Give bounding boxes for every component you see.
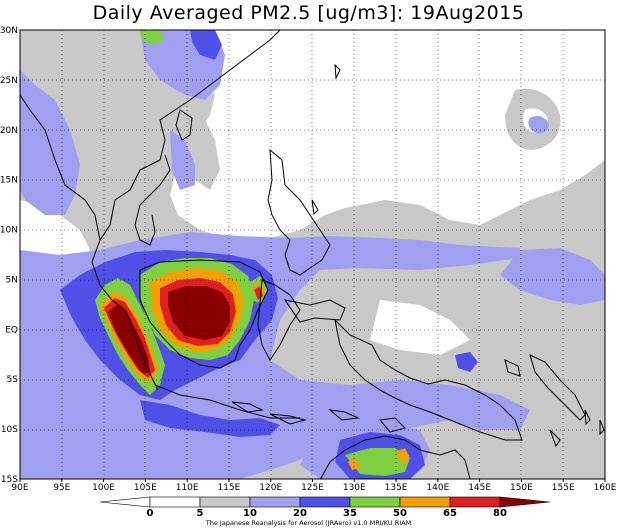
colorbar-level-label: 65 (443, 508, 457, 519)
colorbar-level-label: 10 (243, 508, 257, 519)
lat-tick-label: 25N (0, 76, 18, 86)
colorbar-swatch (349, 496, 401, 508)
lon-tick-label: 105E (134, 483, 157, 493)
lat-tick-label: 20N (0, 126, 18, 136)
lat-tick-label: EQ (5, 325, 18, 335)
lat-tick-label: 15N (0, 176, 18, 186)
lon-tick-label: 110E (176, 483, 199, 493)
colorbar-level-label: 80 (493, 508, 507, 519)
lat-tick-label: 5N (6, 275, 18, 285)
lat-tick-label: 5S (7, 375, 19, 385)
colorbar-swatch (149, 496, 201, 508)
data-credit: The Japanese Reanalysis for Aerosol (JRA… (205, 519, 412, 527)
latitude-axis: 30N 25N 20N 15N 10N 5N EQ 5S 10S 15S (0, 26, 18, 485)
colorbar-swatch (299, 496, 351, 508)
lon-tick-label: 155E (552, 483, 575, 493)
colorbar-swatch (249, 496, 301, 508)
lon-tick-label: 130E (343, 483, 366, 493)
colorbar: 0 5 10 20 35 50 65 80 (99, 496, 551, 519)
concentration-field (20, 30, 605, 479)
lon-tick-label: 150E (510, 483, 533, 493)
lat-tick-label: 30N (0, 26, 18, 36)
coastlines (20, 30, 605, 479)
colorbar-level-label: 20 (293, 508, 307, 519)
colorbar-swatch (449, 496, 501, 508)
colorbar-level-label: 5 (197, 508, 204, 519)
colorbar-level-label: 0 (147, 508, 154, 519)
lat-tick-label: 15S (1, 475, 18, 485)
lon-tick-label: 90E (11, 483, 28, 493)
lon-tick-label: 160E (594, 483, 617, 493)
colorbar-swatch (199, 496, 251, 508)
colorbar-level-label: 50 (393, 508, 407, 519)
lon-tick-label: 145E (468, 483, 491, 493)
colorbar-swatch (399, 496, 451, 508)
lon-tick-label: 140E (426, 483, 449, 493)
lon-tick-label: 135E (385, 483, 408, 493)
field-80-plus (108, 286, 230, 374)
lon-tick-label: 95E (53, 483, 70, 493)
lon-tick-label: 115E (217, 483, 240, 493)
map-title: Daily Averaged PM2.5 [ug/m3]: 19Aug2015 (92, 2, 525, 24)
lon-tick-label: 125E (301, 483, 324, 493)
lon-tick-label: 120E (259, 483, 282, 493)
lat-tick-label: 10N (0, 226, 18, 236)
graticule (20, 30, 605, 479)
lon-tick-label: 100E (92, 483, 115, 493)
colorbar-level-label: 35 (343, 508, 357, 519)
colorbar-swatch (99, 496, 151, 508)
colorbar-swatch (499, 496, 551, 508)
longitude-axis: 90E 95E 100E 105E 110E 115E 120E 125E 130E 135E 14… (11, 479, 617, 493)
lat-tick-label: 10S (1, 425, 18, 435)
